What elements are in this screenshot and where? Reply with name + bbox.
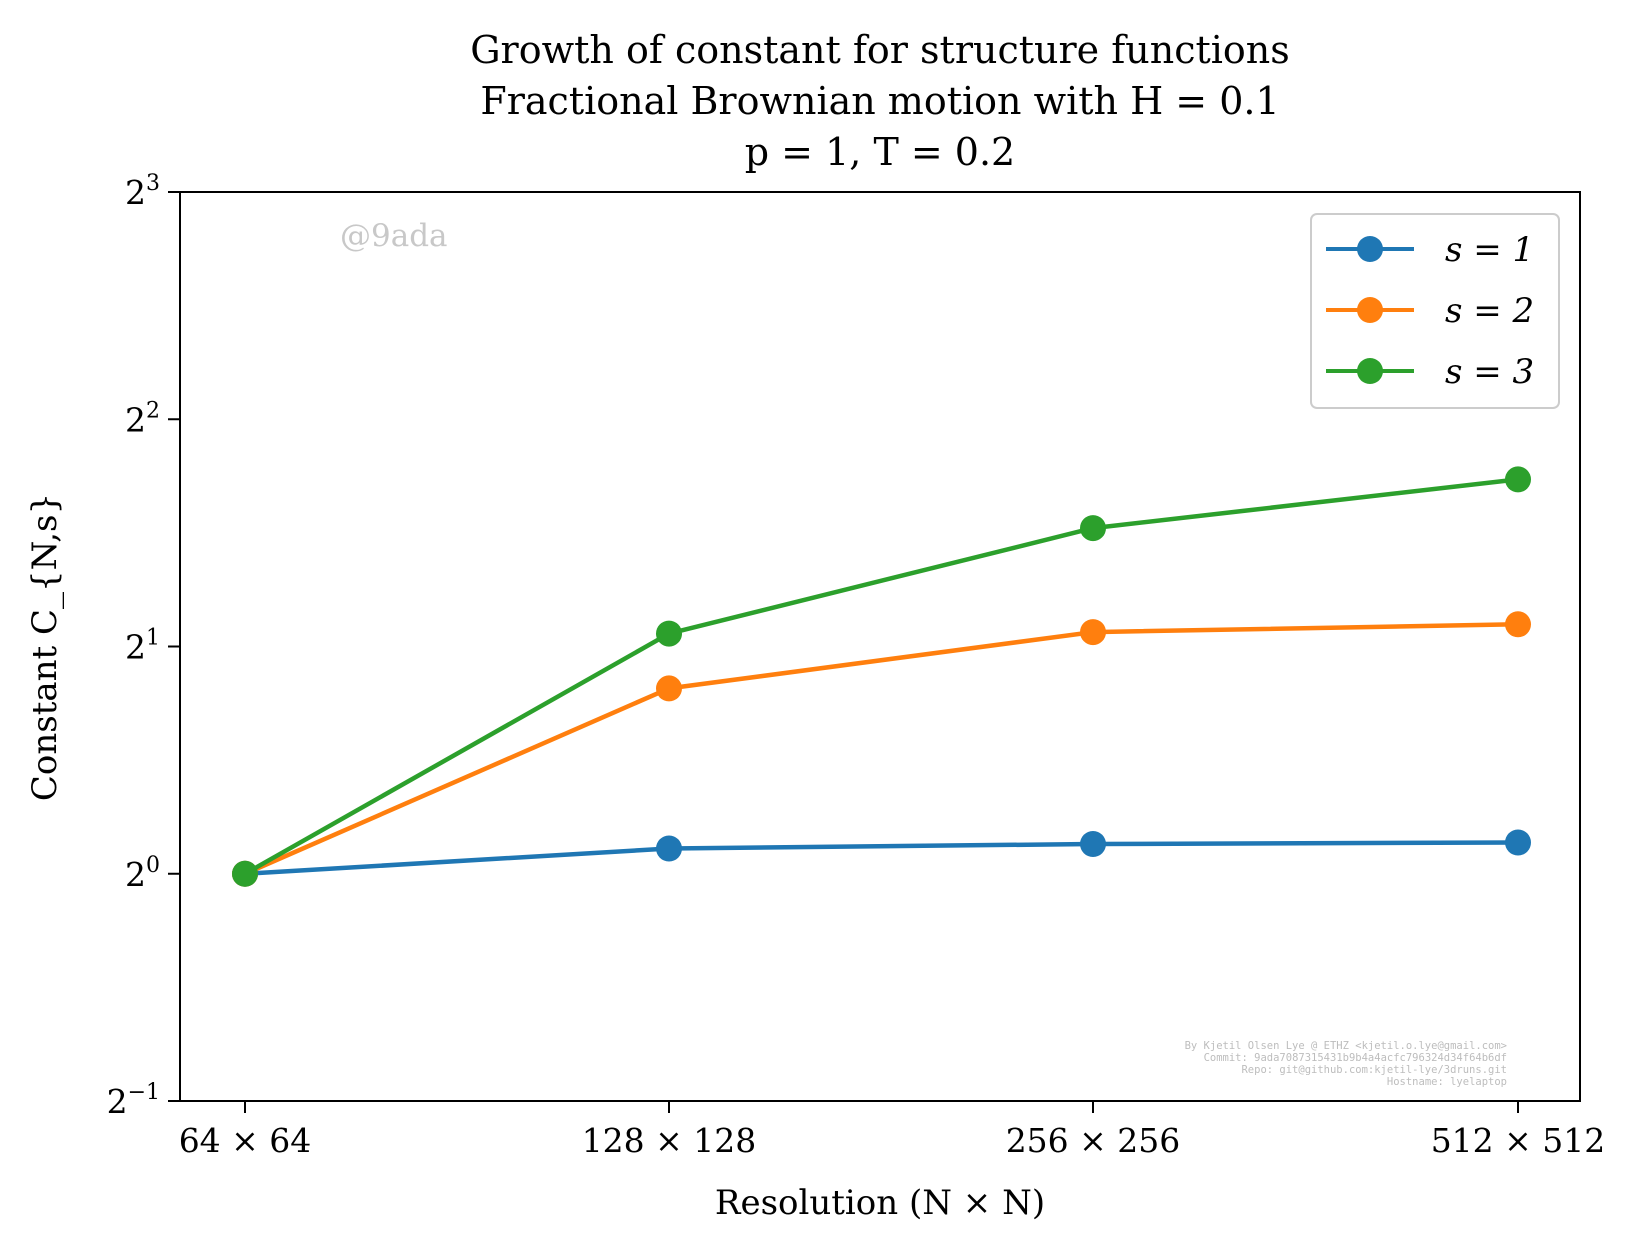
watermark: @9ada [340,218,448,254]
legend-marker-s1 [1357,236,1383,262]
x-tick-label: 64 × 64 [179,1121,312,1160]
chart-title-line-2: Fractional Brownian motion with H = 0.1 [480,79,1279,123]
series-line-s1 [244,840,1519,877]
legend-marker-s3 [1357,358,1383,384]
legend-label-s1: s = 1 [1445,230,1534,270]
x-axis-label: Resolution (N × N) [715,1183,1045,1223]
chart-title-line-1: Growth of constant for structure functio… [470,28,1290,72]
data-point-s2 [656,675,682,702]
x-tick-label: 256 × 256 [1006,1121,1181,1160]
data-point-s3 [1080,515,1106,542]
y-tick-label: 20 [125,853,160,894]
series-line-s3 [243,477,1519,876]
plot-frame [179,191,1581,1102]
y-axis-label: Constant C_{N,s} [25,493,65,801]
data-point-s3 [232,860,258,887]
credit-line-2: Commit: 9ada7087315431b9b4a4acfc796324d3… [1204,1052,1507,1064]
data-point-s2 [1080,619,1106,646]
credit-line-4: Hostname: lyelaptop [1387,1076,1507,1088]
axis-ticks: 64 × 64 128 × 128 256 × 256 512 × 512 2−1 20 2… [107,171,1606,1160]
data-point-s2 [1505,611,1531,638]
chart-title-line-3: p = 1, T = 0.2 [745,130,1015,174]
legend-label-s2: s = 2 [1445,291,1534,331]
y-tick-label: 23 [125,171,160,212]
data-point-s1 [1505,829,1531,856]
data-point-s1 [1080,831,1106,857]
data-point-s3 [656,620,682,647]
data-point-s3 [1505,466,1531,493]
series-line-s2 [244,622,1519,876]
y-tick-label: 21 [125,626,160,667]
y-tick-label: 22 [125,398,160,439]
legend-label-s3: s = 3 [1445,352,1534,392]
data-point-s1 [656,835,682,862]
y-tick-label: 2−1 [107,1080,160,1121]
series-layer [232,466,1531,887]
x-tick-label: 128 × 128 [582,1121,757,1160]
legend-marker-s2 [1357,297,1383,323]
x-tick-label: 512 × 512 [1431,1121,1606,1160]
credit-line-1: By Kjetil Olsen Lye @ ETHZ <kjetil.o.lye… [1185,1040,1507,1052]
legend: s = 1 s = 2 s = 3 [1310,213,1560,409]
credit-line-3: Repo: git@github.com:kjetil-lye/3druns.g… [1241,1064,1507,1076]
